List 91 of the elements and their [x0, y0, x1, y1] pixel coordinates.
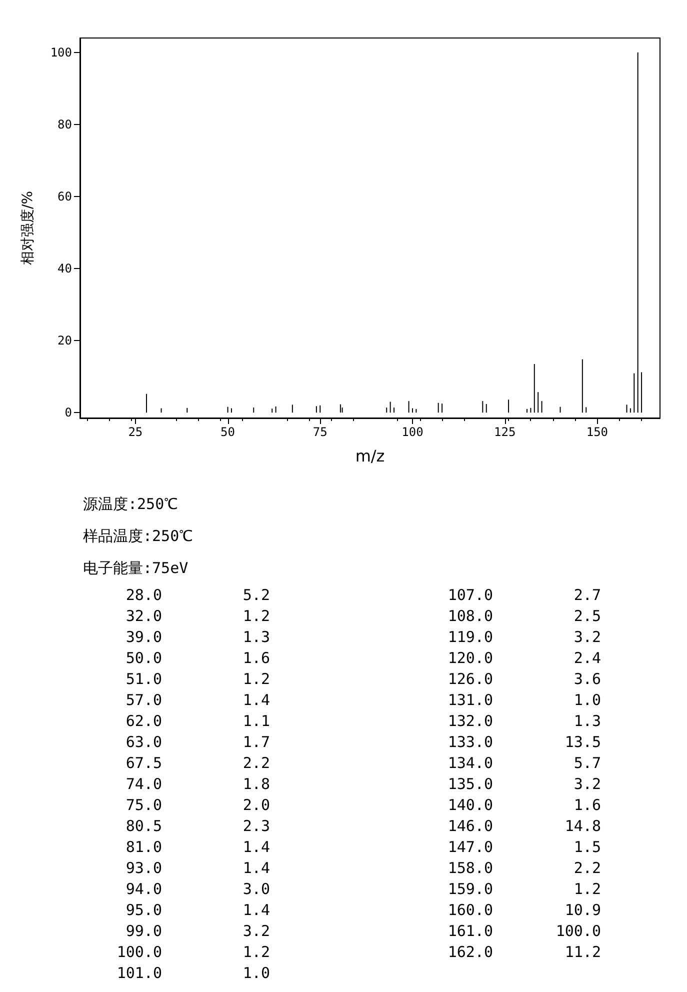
text: 67.5: [124, 752, 163, 773]
text: 32.0: [124, 606, 163, 626]
text: 50.0: [124, 648, 163, 668]
text: 3.6: [572, 668, 602, 689]
x-tick-label: 100: [402, 425, 424, 439]
text: 134.0: [446, 752, 494, 773]
text: 39.0: [124, 626, 163, 647]
text: 2.0: [242, 794, 271, 815]
text: 2.2: [242, 752, 271, 773]
text: 1.3: [572, 710, 602, 731]
y-tick-label: 100: [50, 45, 72, 60]
text: 126.0: [446, 668, 494, 689]
text: 1.2: [242, 942, 271, 962]
text: 101.0: [116, 962, 163, 983]
text: 108.0: [446, 606, 494, 626]
text: 1.6: [242, 648, 271, 668]
text: 147.0: [446, 836, 494, 857]
text: 160.0: [446, 900, 494, 920]
text: 1.4: [242, 836, 271, 857]
text: 75.0: [124, 794, 163, 815]
text: 5.7: [572, 752, 602, 773]
text: 2.3: [242, 816, 271, 836]
text: 2.4: [572, 648, 602, 668]
text: 57.0: [124, 690, 163, 710]
text: 13.5: [564, 732, 602, 752]
text: 电子能量:75eV: [83, 558, 190, 579]
text: 74.0: [124, 774, 163, 794]
text: 3.2: [572, 774, 602, 794]
x-tick-label: 75: [312, 425, 328, 439]
y-tick-label: 40: [58, 262, 72, 276]
text: 107.0: [446, 584, 494, 605]
text: 93.0: [124, 858, 163, 878]
y-tick-label: 20: [58, 334, 72, 348]
text: 100.0: [554, 920, 602, 941]
text: 3.2: [572, 626, 602, 647]
y-tick-label: 80: [58, 117, 72, 132]
text: 161.0: [446, 920, 494, 941]
text: 1.4: [242, 900, 271, 920]
text: 162.0: [446, 942, 494, 962]
text: 10.9: [564, 900, 602, 920]
x-tick-label: 150: [586, 425, 608, 439]
text: 2.2: [572, 858, 602, 878]
text: 1.2: [242, 668, 271, 689]
y-tick-label: 60: [58, 189, 72, 204]
text: 1.2: [572, 878, 602, 899]
text: 140.0: [446, 794, 494, 815]
text: 1.0: [242, 962, 271, 983]
x-tick-label: 125: [494, 425, 516, 439]
text: 1.1: [242, 710, 271, 731]
y-axis-title: 相对强度/%: [20, 190, 36, 266]
y-tick-label: 0: [64, 406, 72, 420]
text: 1.0: [572, 690, 602, 710]
text: 2.7: [572, 584, 602, 605]
text: 159.0: [446, 878, 494, 899]
x-tick-label: 50: [220, 425, 235, 439]
text: 1.6: [572, 794, 602, 815]
text: 94.0: [124, 878, 163, 899]
text: 3.0: [242, 878, 271, 899]
text: 1.2: [242, 606, 271, 626]
text: 1.4: [242, 858, 271, 878]
text: 2.5: [572, 606, 602, 626]
text: 源温度:250℃: [83, 494, 180, 515]
x-tick-label: 25: [128, 425, 143, 439]
text: 81.0: [124, 836, 163, 857]
text: 135.0: [446, 774, 494, 794]
text: 1.7: [242, 732, 271, 752]
x-axis-title: m/z: [355, 446, 385, 466]
text: 1.3: [242, 626, 271, 647]
text: 158.0: [446, 858, 494, 878]
text: 3.2: [242, 920, 271, 941]
text: 样品温度:250℃: [83, 526, 194, 547]
text: 63.0: [124, 732, 163, 752]
text: 28.0: [124, 584, 163, 605]
text: 100.0: [116, 942, 163, 962]
text: 62.0: [124, 710, 163, 731]
text: 132.0: [446, 710, 494, 731]
text: 133.0: [446, 732, 494, 752]
text: 1.4: [242, 690, 271, 710]
text: 1.5: [572, 836, 602, 857]
text: 11.2: [564, 942, 602, 962]
text: 119.0: [446, 626, 494, 647]
text: 95.0: [124, 900, 163, 920]
text: 131.0: [446, 690, 494, 710]
text: 146.0: [446, 816, 494, 836]
text: 99.0: [124, 920, 163, 941]
text: 14.8: [564, 816, 602, 836]
text: 120.0: [446, 648, 494, 668]
text: 5.2: [242, 584, 271, 605]
text: 1.8: [242, 774, 271, 794]
text: 51.0: [124, 668, 163, 689]
text: 80.5: [124, 816, 163, 836]
